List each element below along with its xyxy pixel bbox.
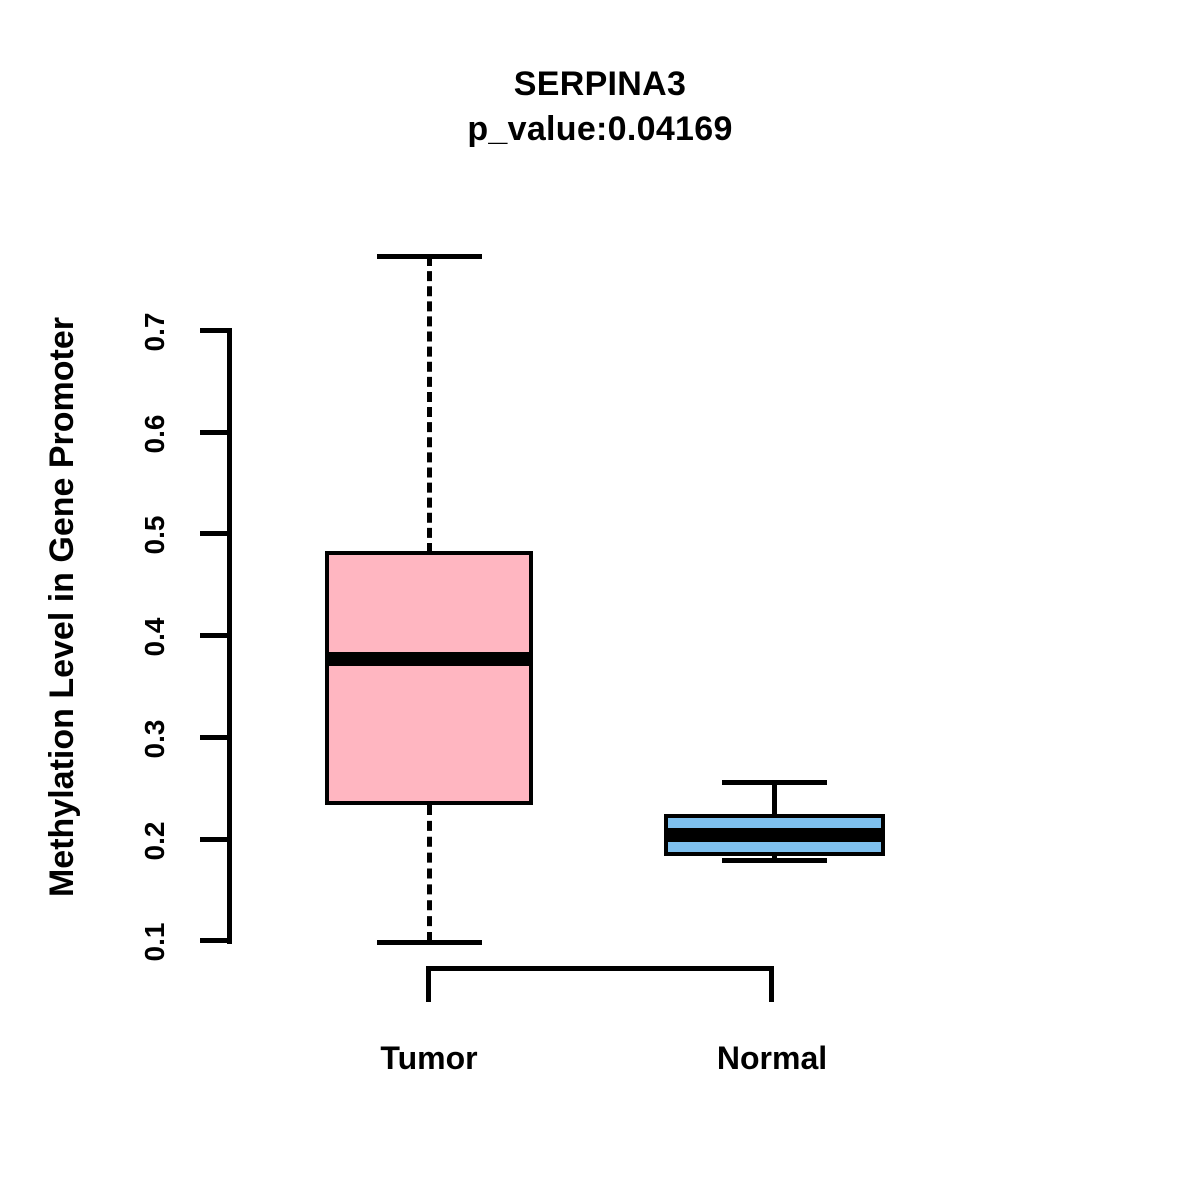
- x-axis-tick-tumor: [426, 966, 431, 1002]
- y-axis-tick-label-0-2: 0.2: [139, 821, 170, 861]
- tumor-median-line: [325, 652, 533, 666]
- y-axis-tick-0-6: [200, 430, 232, 435]
- tumor-lower-whisker: [427, 805, 432, 942]
- y-axis-tick-0-2: [200, 837, 232, 842]
- y-axis-tick-label-0-6: 0.6: [139, 414, 170, 454]
- x-axis-label-normal: Normal: [716, 1040, 828, 1076]
- normal-lower-whisker-cap: [722, 858, 827, 863]
- y-axis-tick-0-7: [200, 328, 232, 333]
- tumor-upper-whisker: [427, 256, 432, 553]
- y-axis-tick-0-4: [200, 633, 232, 638]
- y-axis-tick-0-1: [200, 938, 232, 943]
- page-title: SERPINA3: [513, 65, 687, 103]
- y-axis-tick-0-3: [200, 735, 232, 740]
- normal-upper-whisker: [772, 781, 777, 816]
- chart-subtitle-pvalue: p_value:0.04169: [467, 110, 733, 148]
- x-axis-tick-normal: [769, 966, 774, 1002]
- y-axis-tick-label-0-4: 0.4: [139, 617, 170, 657]
- tumor-lower-whisker-cap: [377, 940, 482, 945]
- y-axis-tick-label-0-1: 0.1: [139, 922, 170, 962]
- tumor-box: [325, 551, 533, 805]
- y-axis-tick-label-0-3: 0.3: [139, 719, 170, 759]
- y-axis-tick-label-0-5: 0.5: [139, 515, 170, 555]
- title-block: SERPINA3 p_value:0.04169: [0, 62, 1200, 152]
- y-axis-tick-0-5: [200, 531, 232, 536]
- normal-median-line: [664, 828, 885, 842]
- x-axis-line: [426, 966, 774, 971]
- y-axis-tick-label-0-7: 0.7: [139, 312, 170, 352]
- x-axis-label-tumor: Tumor: [380, 1040, 478, 1076]
